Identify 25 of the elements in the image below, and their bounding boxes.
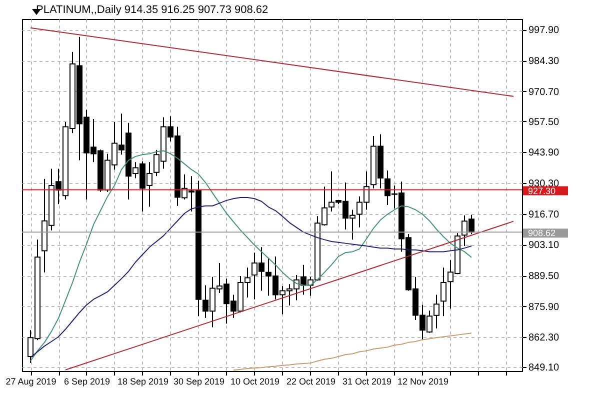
y-tick-label: 862.30: [528, 332, 560, 344]
y-tick-label: 970.70: [528, 86, 560, 98]
y-tick-label: 957.50: [528, 116, 560, 128]
y-tick-label: 916.70: [528, 209, 560, 220]
x-tick-label: 22 Oct 2019: [286, 376, 336, 386]
y-tick-label: 903.10: [528, 240, 560, 252]
y-tick-label: 849.10: [528, 362, 560, 374]
x-tick-label: 30 Sep 2019: [173, 376, 225, 386]
y-tick-label: 943.90: [528, 148, 560, 159]
x-tick-label: 18 Sep 2019: [117, 376, 169, 386]
line-series: [30, 150, 472, 362]
ref-line-label: 908.62: [528, 228, 556, 238]
x-tick-label: 31 Oct 2019: [342, 376, 392, 386]
chart-title: PLATINUM,,Daily 914.35 916.25 907.73 908.62: [36, 4, 268, 16]
line-series: [233, 332, 472, 371]
candlestick: [440, 267, 446, 317]
x-tick-label: 12 Nov 2019: [397, 376, 449, 386]
ref-line-label: 927.30: [528, 186, 556, 196]
x-tick-label: 10 Oct 2019: [230, 376, 280, 386]
y-tick-label: 875.90: [528, 302, 560, 313]
x-tick-label: 27 Aug 2019: [6, 376, 56, 386]
y-tick-label: 984.30: [528, 56, 560, 68]
x-tick-label: 6 Sep 2019: [64, 376, 110, 386]
y-tick-label: 997.90: [528, 25, 560, 36]
y-tick-label: 889.50: [528, 271, 560, 282]
